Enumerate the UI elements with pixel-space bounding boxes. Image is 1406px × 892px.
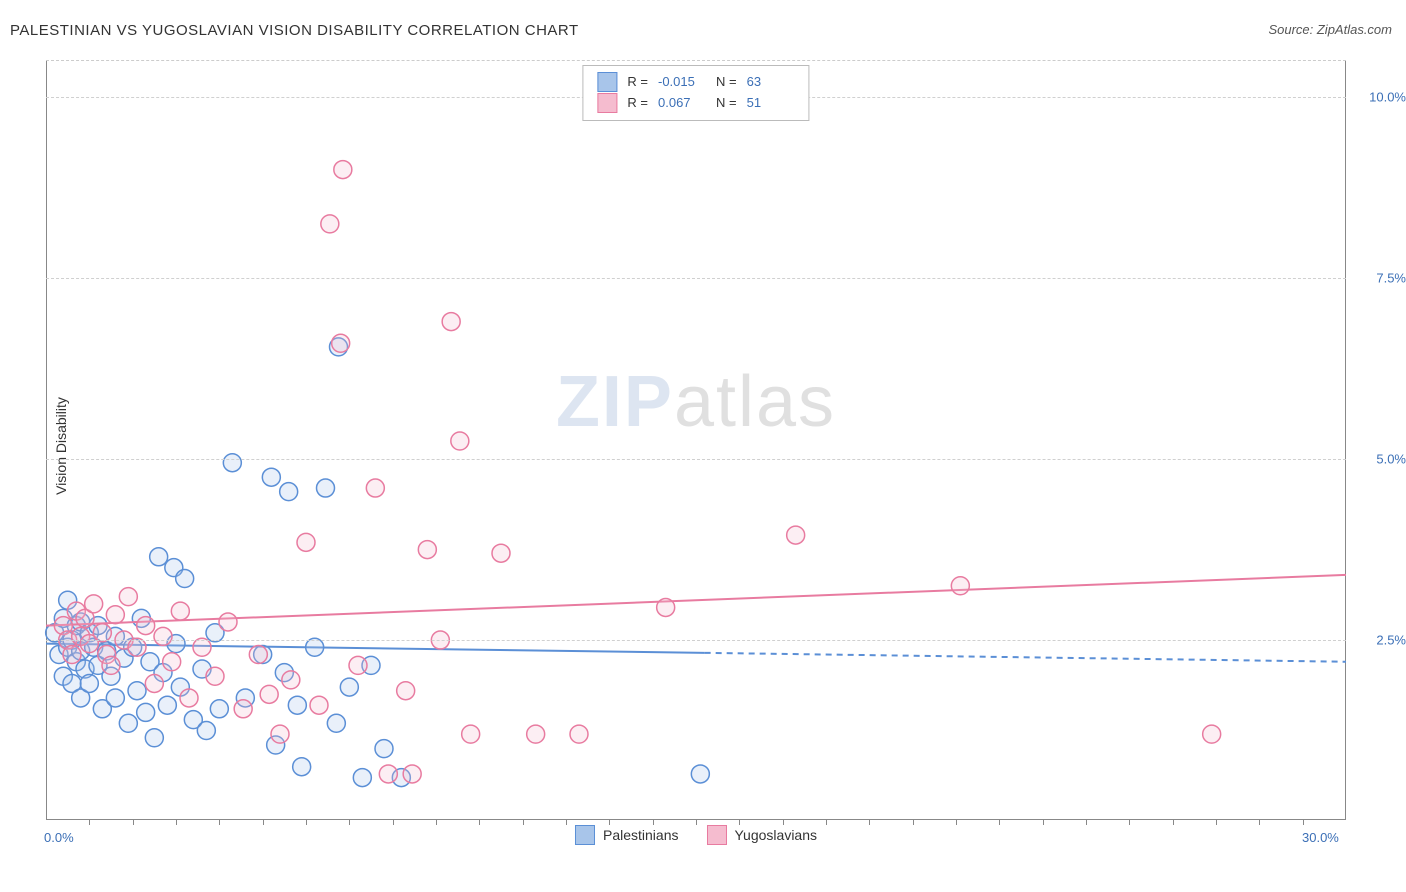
x-tick-minor xyxy=(956,819,957,825)
x-tick-minor xyxy=(1129,819,1130,825)
x-tick-minor xyxy=(349,819,350,825)
x-tick-minor xyxy=(393,819,394,825)
x-tick-minor xyxy=(653,819,654,825)
x-tick-label: 30.0% xyxy=(1302,830,1339,845)
x-tick-minor xyxy=(479,819,480,825)
swatch-palestinians-bottom xyxy=(575,825,595,845)
legend-label-yugoslavians: Yugoslavians xyxy=(734,827,817,843)
y-tick-label: 10.0% xyxy=(1356,90,1406,105)
x-tick-minor xyxy=(609,819,610,825)
r-label: R = xyxy=(627,72,648,93)
x-tick-minor xyxy=(176,819,177,825)
legend-row-palestinians: R = -0.015 N = 63 xyxy=(597,72,794,93)
source-prefix: Source: xyxy=(1268,22,1316,37)
correlation-legend: R = -0.015 N = 63 R = 0.067 N = 51 xyxy=(582,65,809,121)
x-tick-minor xyxy=(436,819,437,825)
chart-area: ZIPatlas R = -0.015 N = 63 R = 0.067 N =… xyxy=(46,60,1346,820)
x-tick-minor xyxy=(306,819,307,825)
legend-label-palestinians: Palestinians xyxy=(603,827,679,843)
x-tick-minor xyxy=(523,819,524,825)
r-value-palestinians: -0.015 xyxy=(658,72,706,93)
x-tick-minor xyxy=(869,819,870,825)
source-name: ZipAtlas.com xyxy=(1317,22,1392,37)
swatch-palestinians xyxy=(597,72,617,92)
x-tick-minor xyxy=(89,819,90,825)
x-tick-minor xyxy=(1086,819,1087,825)
x-tick-minor xyxy=(1173,819,1174,825)
scatter-plot xyxy=(46,61,1346,819)
x-tick-minor xyxy=(1216,819,1217,825)
x-tick-minor xyxy=(783,819,784,825)
n-label: N = xyxy=(716,93,737,114)
gridline-h xyxy=(46,640,1346,641)
x-tick-minor xyxy=(263,819,264,825)
x-tick-minor xyxy=(826,819,827,825)
x-tick-minor xyxy=(696,819,697,825)
n-value-palestinians: 63 xyxy=(747,72,795,93)
gridline-h xyxy=(46,459,1346,460)
n-value-yugoslavians: 51 xyxy=(747,93,795,114)
x-tick-minor xyxy=(739,819,740,825)
r-label: R = xyxy=(627,93,648,114)
swatch-yugoslavians-bottom xyxy=(706,825,726,845)
x-tick-minor xyxy=(566,819,567,825)
x-tick-minor xyxy=(999,819,1000,825)
series-legend: Palestinians Yugoslavians xyxy=(575,825,817,845)
x-tick-label: 0.0% xyxy=(44,830,74,845)
n-label: N = xyxy=(716,72,737,93)
x-tick-minor xyxy=(219,819,220,825)
y-tick-label: 5.0% xyxy=(1356,452,1406,467)
gridline-h xyxy=(46,278,1346,279)
r-value-yugoslavians: 0.067 xyxy=(658,93,706,114)
legend-item-palestinians: Palestinians xyxy=(575,825,679,845)
x-tick-minor xyxy=(1043,819,1044,825)
x-tick-minor xyxy=(1259,819,1260,825)
legend-item-yugoslavians: Yugoslavians xyxy=(706,825,817,845)
chart-title: PALESTINIAN VS YUGOSLAVIAN VISION DISABI… xyxy=(10,22,579,39)
x-tick-minor xyxy=(133,819,134,825)
y-tick-label: 7.5% xyxy=(1356,271,1406,286)
y-tick-label: 2.5% xyxy=(1356,633,1406,648)
x-tick-minor xyxy=(1303,819,1304,825)
source-attribution: Source: ZipAtlas.com xyxy=(1268,22,1392,37)
x-tick-minor xyxy=(913,819,914,825)
legend-row-yugoslavians: R = 0.067 N = 51 xyxy=(597,93,794,114)
swatch-yugoslavians xyxy=(597,93,617,113)
